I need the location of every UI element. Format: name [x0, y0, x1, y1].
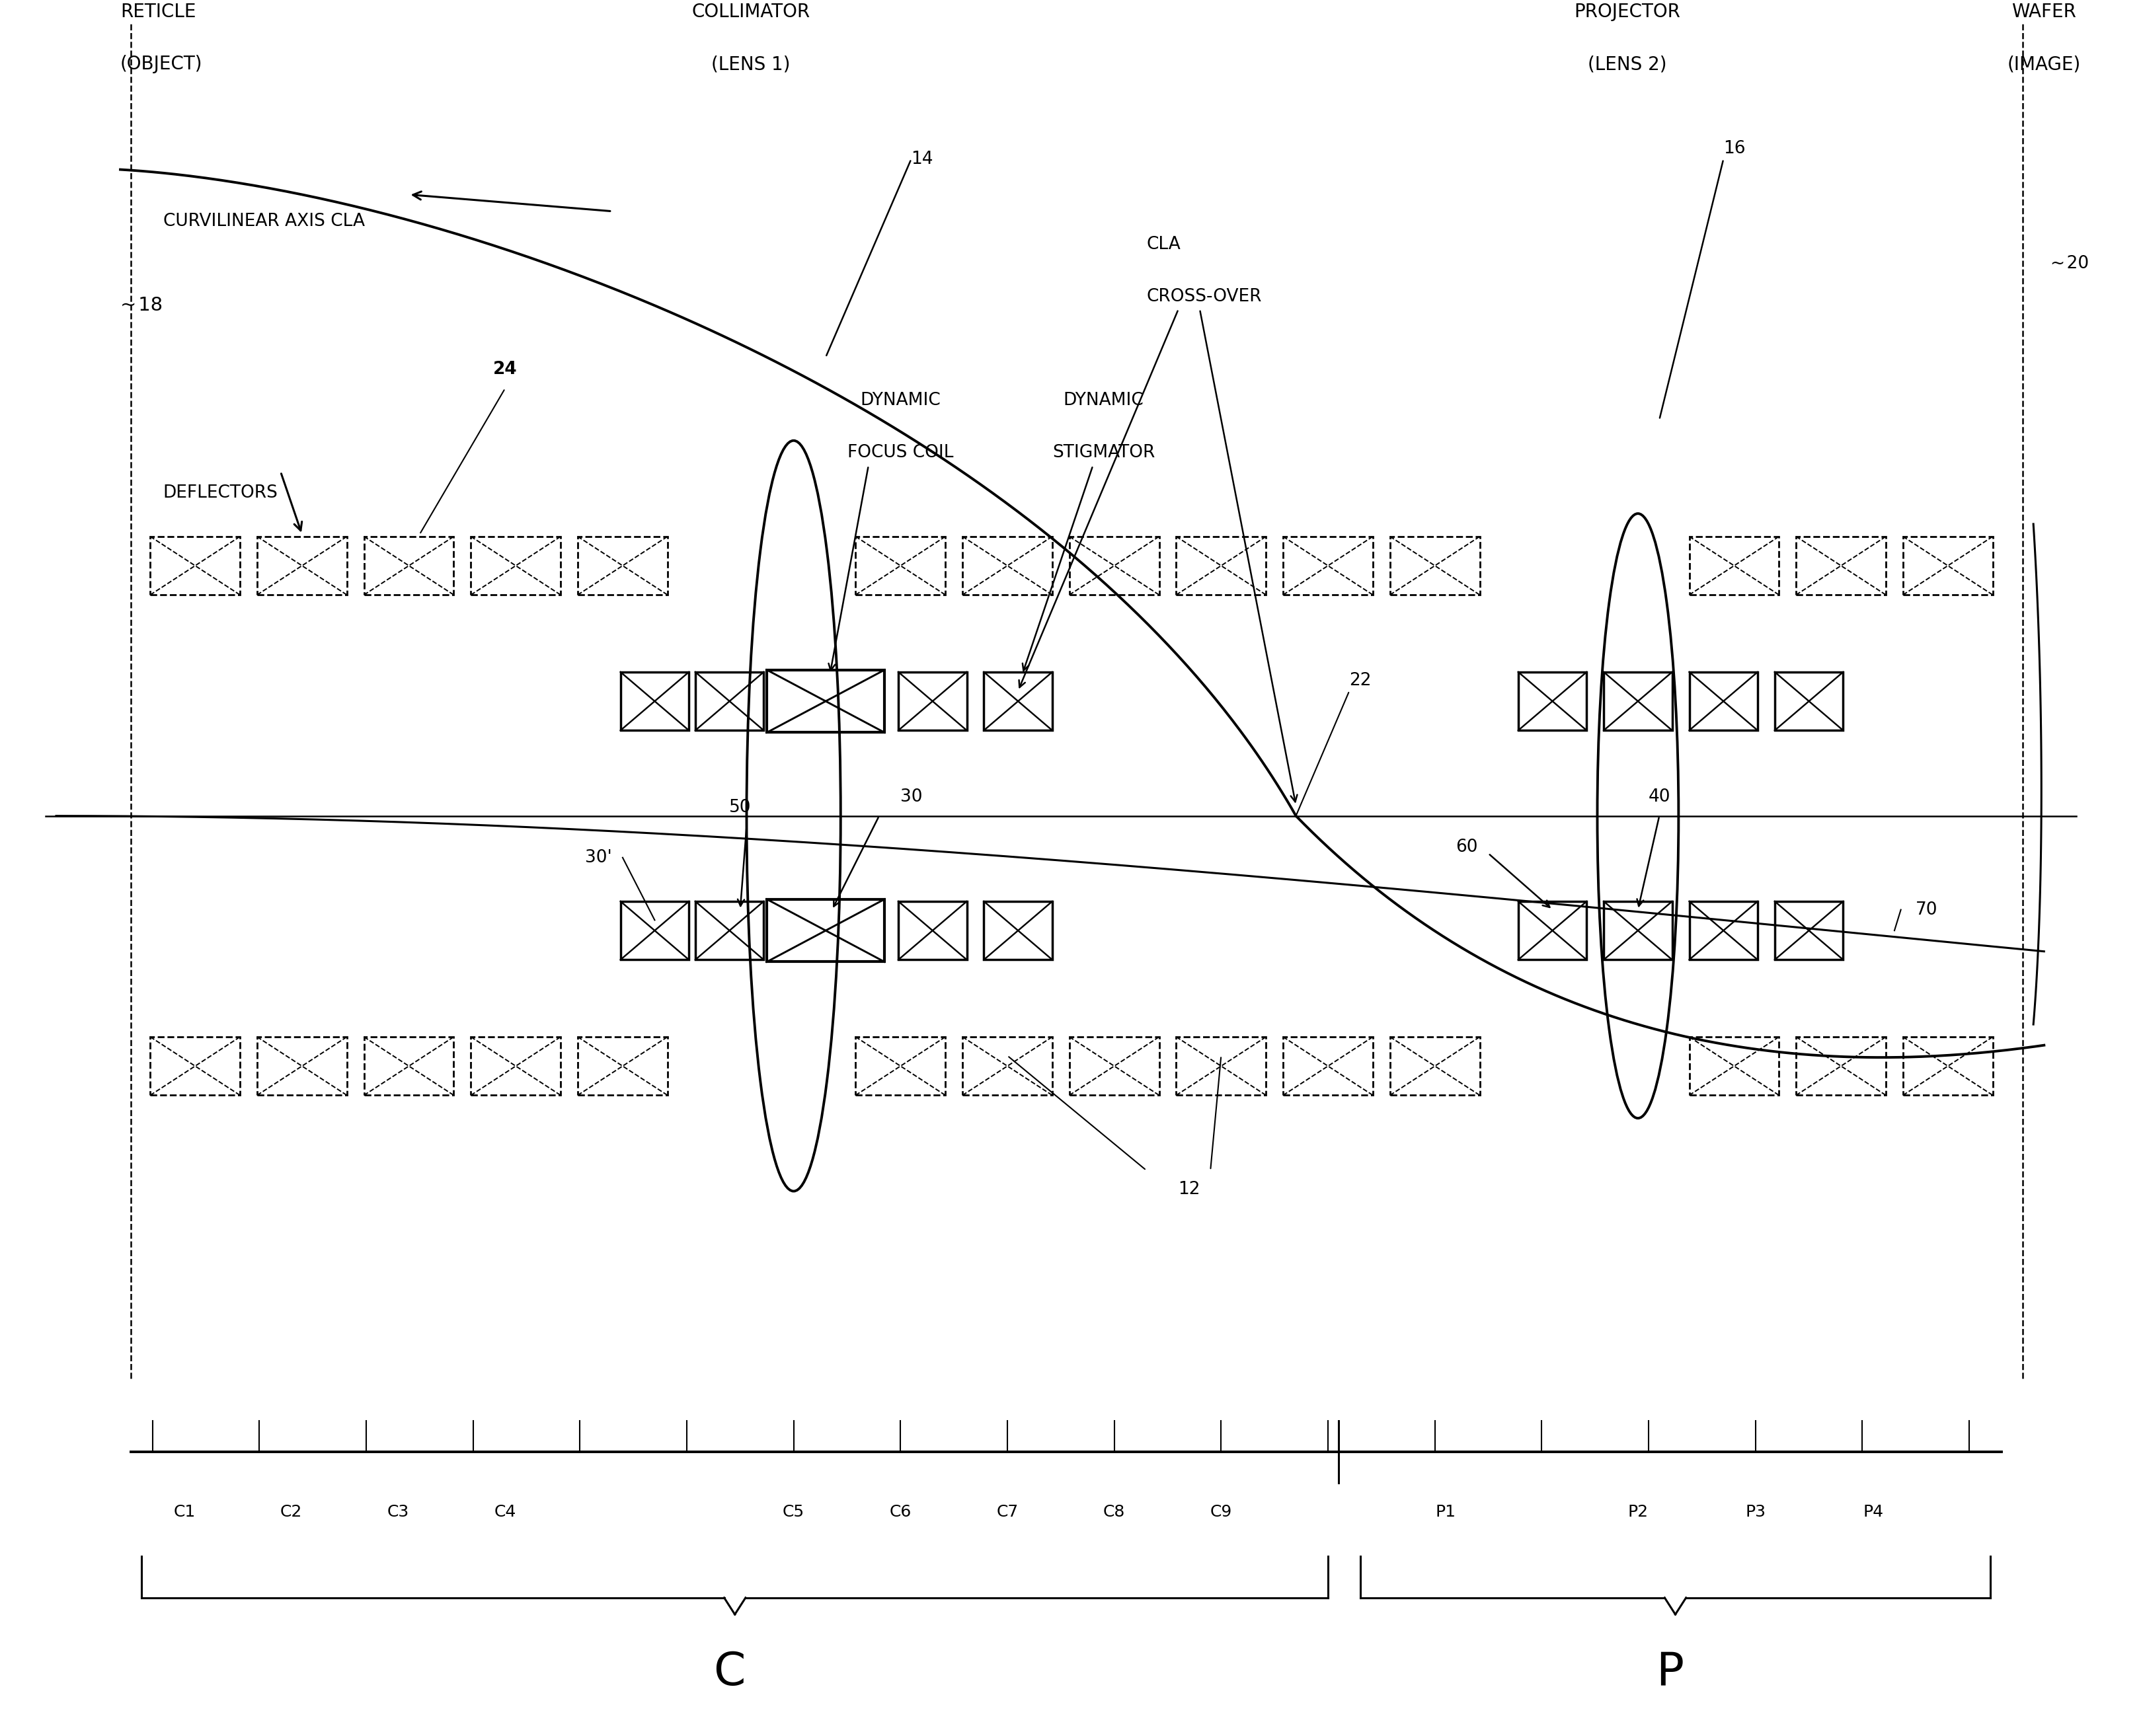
Text: P: P: [1657, 1649, 1684, 1694]
Text: 16: 16: [1723, 141, 1747, 158]
Bar: [1517, 672, 1586, 731]
Bar: [364, 536, 454, 595]
Bar: [962, 536, 1052, 595]
Bar: [1796, 1036, 1886, 1095]
Bar: [1689, 672, 1757, 731]
Text: 30': 30': [585, 849, 613, 866]
Text: ~ 20: ~ 20: [2051, 255, 2089, 273]
Bar: [694, 672, 763, 731]
Bar: [257, 1036, 347, 1095]
Bar: [1796, 536, 1886, 595]
Bar: [1284, 536, 1374, 595]
Text: STIGMATOR: STIGMATOR: [1052, 444, 1155, 462]
Text: 60: 60: [1455, 838, 1479, 856]
Text: 12: 12: [1179, 1180, 1200, 1198]
Bar: [257, 536, 347, 595]
Bar: [984, 901, 1052, 960]
Text: FOCUS COIL: FOCUS COIL: [846, 444, 954, 462]
Bar: [1391, 536, 1481, 595]
Text: CURVILINEAR AXIS CLA: CURVILINEAR AXIS CLA: [163, 214, 364, 231]
Bar: [1603, 672, 1672, 731]
Text: 40: 40: [1648, 788, 1669, 806]
Bar: [855, 1036, 945, 1095]
Text: P4: P4: [1862, 1503, 1884, 1519]
Bar: [962, 1036, 1052, 1095]
Text: ~ 18: ~ 18: [120, 295, 163, 314]
Text: 14: 14: [911, 151, 934, 168]
Bar: [150, 536, 240, 595]
Text: (IMAGE): (IMAGE): [2008, 56, 2081, 73]
Text: CLA: CLA: [1147, 236, 1181, 253]
Text: C2: C2: [281, 1503, 302, 1519]
Text: C9: C9: [1211, 1503, 1232, 1519]
Bar: [694, 901, 763, 960]
Text: 30: 30: [900, 788, 921, 806]
Text: COLLIMATOR: COLLIMATOR: [692, 3, 810, 21]
Bar: [1689, 536, 1779, 595]
Bar: [984, 672, 1052, 731]
Bar: [471, 1036, 561, 1095]
Bar: [1603, 901, 1672, 960]
Text: DYNAMIC: DYNAMIC: [1063, 392, 1144, 410]
Bar: [1774, 901, 1843, 960]
Text: C7: C7: [996, 1503, 1018, 1519]
Text: C4: C4: [495, 1503, 516, 1519]
Text: RETICLE: RETICLE: [120, 3, 195, 21]
Text: 22: 22: [1350, 672, 1372, 689]
Bar: [364, 1036, 454, 1095]
Bar: [579, 536, 666, 595]
Bar: [471, 536, 561, 595]
Bar: [1069, 1036, 1159, 1095]
Text: C1: C1: [174, 1503, 195, 1519]
Text: C6: C6: [889, 1503, 911, 1519]
Bar: [1774, 672, 1843, 731]
Bar: [1284, 1036, 1374, 1095]
Bar: [150, 1036, 240, 1095]
Text: P1: P1: [1436, 1503, 1455, 1519]
Text: 24: 24: [493, 361, 516, 378]
Bar: [579, 1036, 666, 1095]
Text: 50: 50: [729, 799, 752, 816]
Bar: [1177, 1036, 1267, 1095]
Bar: [621, 672, 688, 731]
Text: (OBJECT): (OBJECT): [120, 56, 204, 73]
Text: P2: P2: [1629, 1503, 1648, 1519]
Text: DEFLECTORS: DEFLECTORS: [163, 484, 279, 502]
Text: C8: C8: [1104, 1503, 1125, 1519]
Text: 70: 70: [1916, 901, 1937, 918]
Bar: [1391, 1036, 1481, 1095]
Bar: [1177, 536, 1267, 595]
Text: CROSS-OVER: CROSS-OVER: [1147, 288, 1262, 306]
Bar: [1069, 536, 1159, 595]
Text: C: C: [714, 1649, 746, 1694]
Bar: [1903, 1036, 1993, 1095]
Text: PROJECTOR: PROJECTOR: [1575, 3, 1680, 21]
Text: DYNAMIC: DYNAMIC: [859, 392, 941, 410]
Text: (LENS 2): (LENS 2): [1588, 56, 1667, 73]
Text: (LENS 1): (LENS 1): [711, 56, 791, 73]
Bar: [1903, 536, 1993, 595]
Bar: [1517, 901, 1586, 960]
Bar: [898, 672, 966, 731]
Bar: [767, 899, 885, 962]
Bar: [898, 901, 966, 960]
Text: C3: C3: [388, 1503, 409, 1519]
Bar: [621, 901, 688, 960]
Bar: [767, 670, 885, 733]
Bar: [855, 536, 945, 595]
Text: P3: P3: [1744, 1503, 1766, 1519]
Text: C5: C5: [782, 1503, 804, 1519]
Bar: [1689, 1036, 1779, 1095]
Bar: [1689, 901, 1757, 960]
Text: WAFER: WAFER: [2012, 3, 2077, 21]
